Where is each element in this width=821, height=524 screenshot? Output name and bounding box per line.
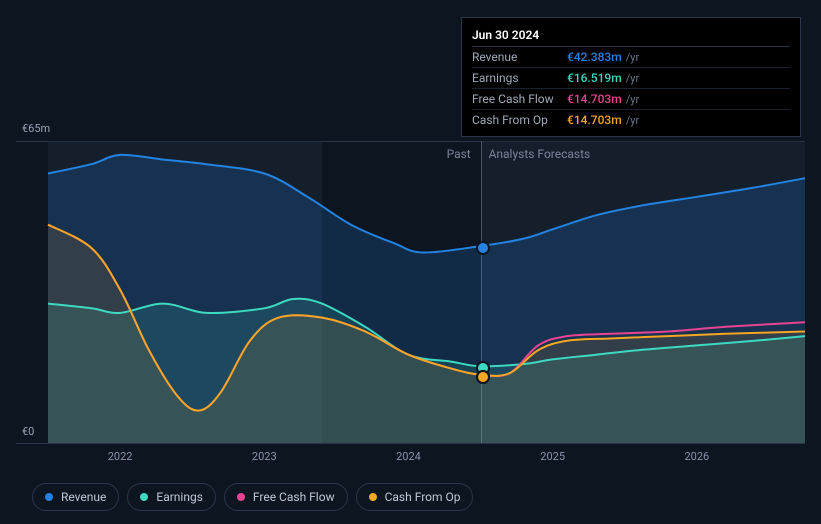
- tooltip-row-value: €16.519m: [567, 71, 622, 85]
- y-axis-max-label: €65m: [22, 122, 50, 135]
- legend-dot: [45, 493, 53, 501]
- tooltip-row-unit: /yr: [626, 51, 639, 64]
- legend-item-earnings[interactable]: Earnings: [127, 483, 216, 511]
- plot-area[interactable]: Past Analysts Forecasts: [48, 141, 805, 443]
- tooltip-row-label: Free Cash Flow: [472, 92, 567, 106]
- legend-label: Free Cash Flow: [253, 490, 335, 504]
- legend-label: Revenue: [61, 490, 106, 504]
- y-axis-min-label: €0: [22, 425, 34, 438]
- chart-container: €65m €0 Past Analysts Forecasts 2022 2023…: [16, 0, 805, 524]
- tooltip-row: Cash From Op€14.703m/yr: [472, 110, 790, 130]
- tooltip-row: Earnings€16.519m/yr: [472, 68, 790, 89]
- tooltip-date: Jun 30 2024: [472, 24, 790, 47]
- x-tick: 2023: [252, 450, 277, 463]
- tooltip-row-unit: /yr: [626, 72, 639, 85]
- legend-item-revenue[interactable]: Revenue: [32, 483, 119, 511]
- legend-item-cash-from-op[interactable]: Cash From Op: [356, 483, 474, 511]
- gridline-bottom: [16, 443, 805, 444]
- tooltip-row: Revenue€42.383m/yr: [472, 47, 790, 68]
- tooltip-row-unit: /yr: [626, 93, 639, 106]
- tooltip-row-label: Revenue: [472, 50, 567, 64]
- legend-label: Earnings: [156, 490, 203, 504]
- legend-dot: [140, 493, 148, 501]
- chart-tooltip: Jun 30 2024 Revenue€42.383m/yrEarnings€1…: [461, 17, 801, 137]
- legend-item-free-cash-flow[interactable]: Free Cash Flow: [224, 483, 348, 511]
- tooltip-row-value: €14.703m: [567, 92, 622, 106]
- x-tick: 2026: [684, 450, 709, 463]
- legend-dot: [237, 493, 245, 501]
- tooltip-row-value: €14.703m: [567, 113, 622, 127]
- chart-lines-svg: [48, 141, 805, 443]
- tooltip-row: Free Cash Flow€14.703m/yr: [472, 89, 790, 110]
- marker-revenue: [476, 241, 490, 255]
- legend-dot: [369, 493, 377, 501]
- tooltip-row-unit: /yr: [626, 114, 639, 127]
- x-tick: 2025: [540, 450, 565, 463]
- legend-label: Cash From Op: [385, 490, 461, 504]
- tooltip-row-label: Earnings: [472, 71, 567, 85]
- tooltip-row-value: €42.383m: [567, 50, 622, 64]
- tooltip-row-label: Cash From Op: [472, 113, 567, 127]
- x-tick: 2024: [396, 450, 421, 463]
- marker-cfo: [476, 370, 490, 384]
- legend: Revenue Earnings Free Cash Flow Cash From O…: [32, 483, 473, 511]
- x-tick: 2022: [108, 450, 133, 463]
- x-axis-ticks: 2022 2023 2024 2025 2026: [48, 450, 805, 470]
